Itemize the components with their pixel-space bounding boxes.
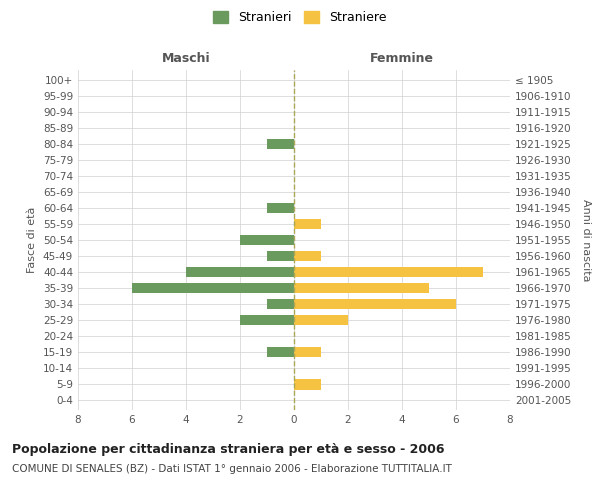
- Bar: [294, 315, 348, 326]
- Bar: [267, 202, 294, 213]
- Y-axis label: Fasce di età: Fasce di età: [28, 207, 37, 273]
- Bar: [294, 283, 429, 294]
- Bar: [267, 138, 294, 149]
- Bar: [267, 251, 294, 261]
- Bar: [186, 267, 294, 278]
- Bar: [294, 347, 321, 358]
- Text: COMUNE DI SENALES (BZ) - Dati ISTAT 1° gennaio 2006 - Elaborazione TUTTITALIA.IT: COMUNE DI SENALES (BZ) - Dati ISTAT 1° g…: [12, 464, 452, 474]
- Text: Femmine: Femmine: [370, 52, 434, 65]
- Bar: [267, 347, 294, 358]
- Bar: [294, 267, 483, 278]
- Bar: [240, 315, 294, 326]
- Legend: Stranieri, Straniere: Stranieri, Straniere: [208, 6, 392, 29]
- Y-axis label: Anni di nascita: Anni di nascita: [581, 198, 591, 281]
- Bar: [294, 251, 321, 261]
- Bar: [294, 299, 456, 310]
- Bar: [294, 379, 321, 390]
- Bar: [267, 299, 294, 310]
- Text: Maschi: Maschi: [161, 52, 211, 65]
- Bar: [132, 283, 294, 294]
- Bar: [294, 218, 321, 229]
- Text: Popolazione per cittadinanza straniera per età e sesso - 2006: Popolazione per cittadinanza straniera p…: [12, 442, 445, 456]
- Bar: [240, 235, 294, 245]
